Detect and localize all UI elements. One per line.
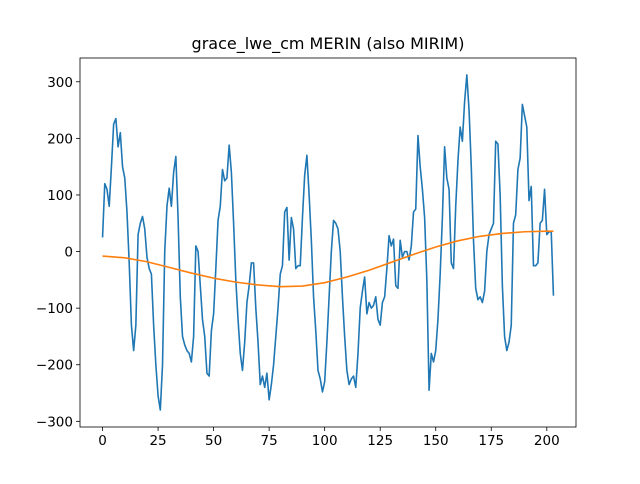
y-tick-label: 200 — [47, 131, 73, 147]
y-tick-label: −300 — [36, 414, 73, 430]
axes-frame — [79, 57, 577, 428]
series-line — [101, 74, 555, 411]
y-tick-label: 0 — [64, 245, 73, 261]
x-tick-label: 25 — [149, 433, 166, 449]
x-tick-label: 50 — [205, 433, 222, 449]
x-tick-label: 175 — [478, 433, 504, 449]
y-tick-label: 300 — [47, 75, 73, 91]
y-tick-label: 100 — [47, 188, 73, 204]
x-tick-label: 150 — [423, 433, 449, 449]
chart-title: grace_lwe_cm MERIN (also MIRIM) — [192, 34, 465, 54]
x-tick-label: 100 — [312, 433, 338, 449]
x-tick-label: 125 — [367, 433, 393, 449]
x-tick-label: 0 — [98, 433, 107, 449]
series-line — [102, 230, 554, 288]
x-tick-label: 75 — [261, 433, 278, 449]
y-tick-label: −200 — [36, 358, 73, 374]
y-tick-label: −100 — [36, 301, 73, 317]
x-tick-label: 200 — [534, 433, 560, 449]
